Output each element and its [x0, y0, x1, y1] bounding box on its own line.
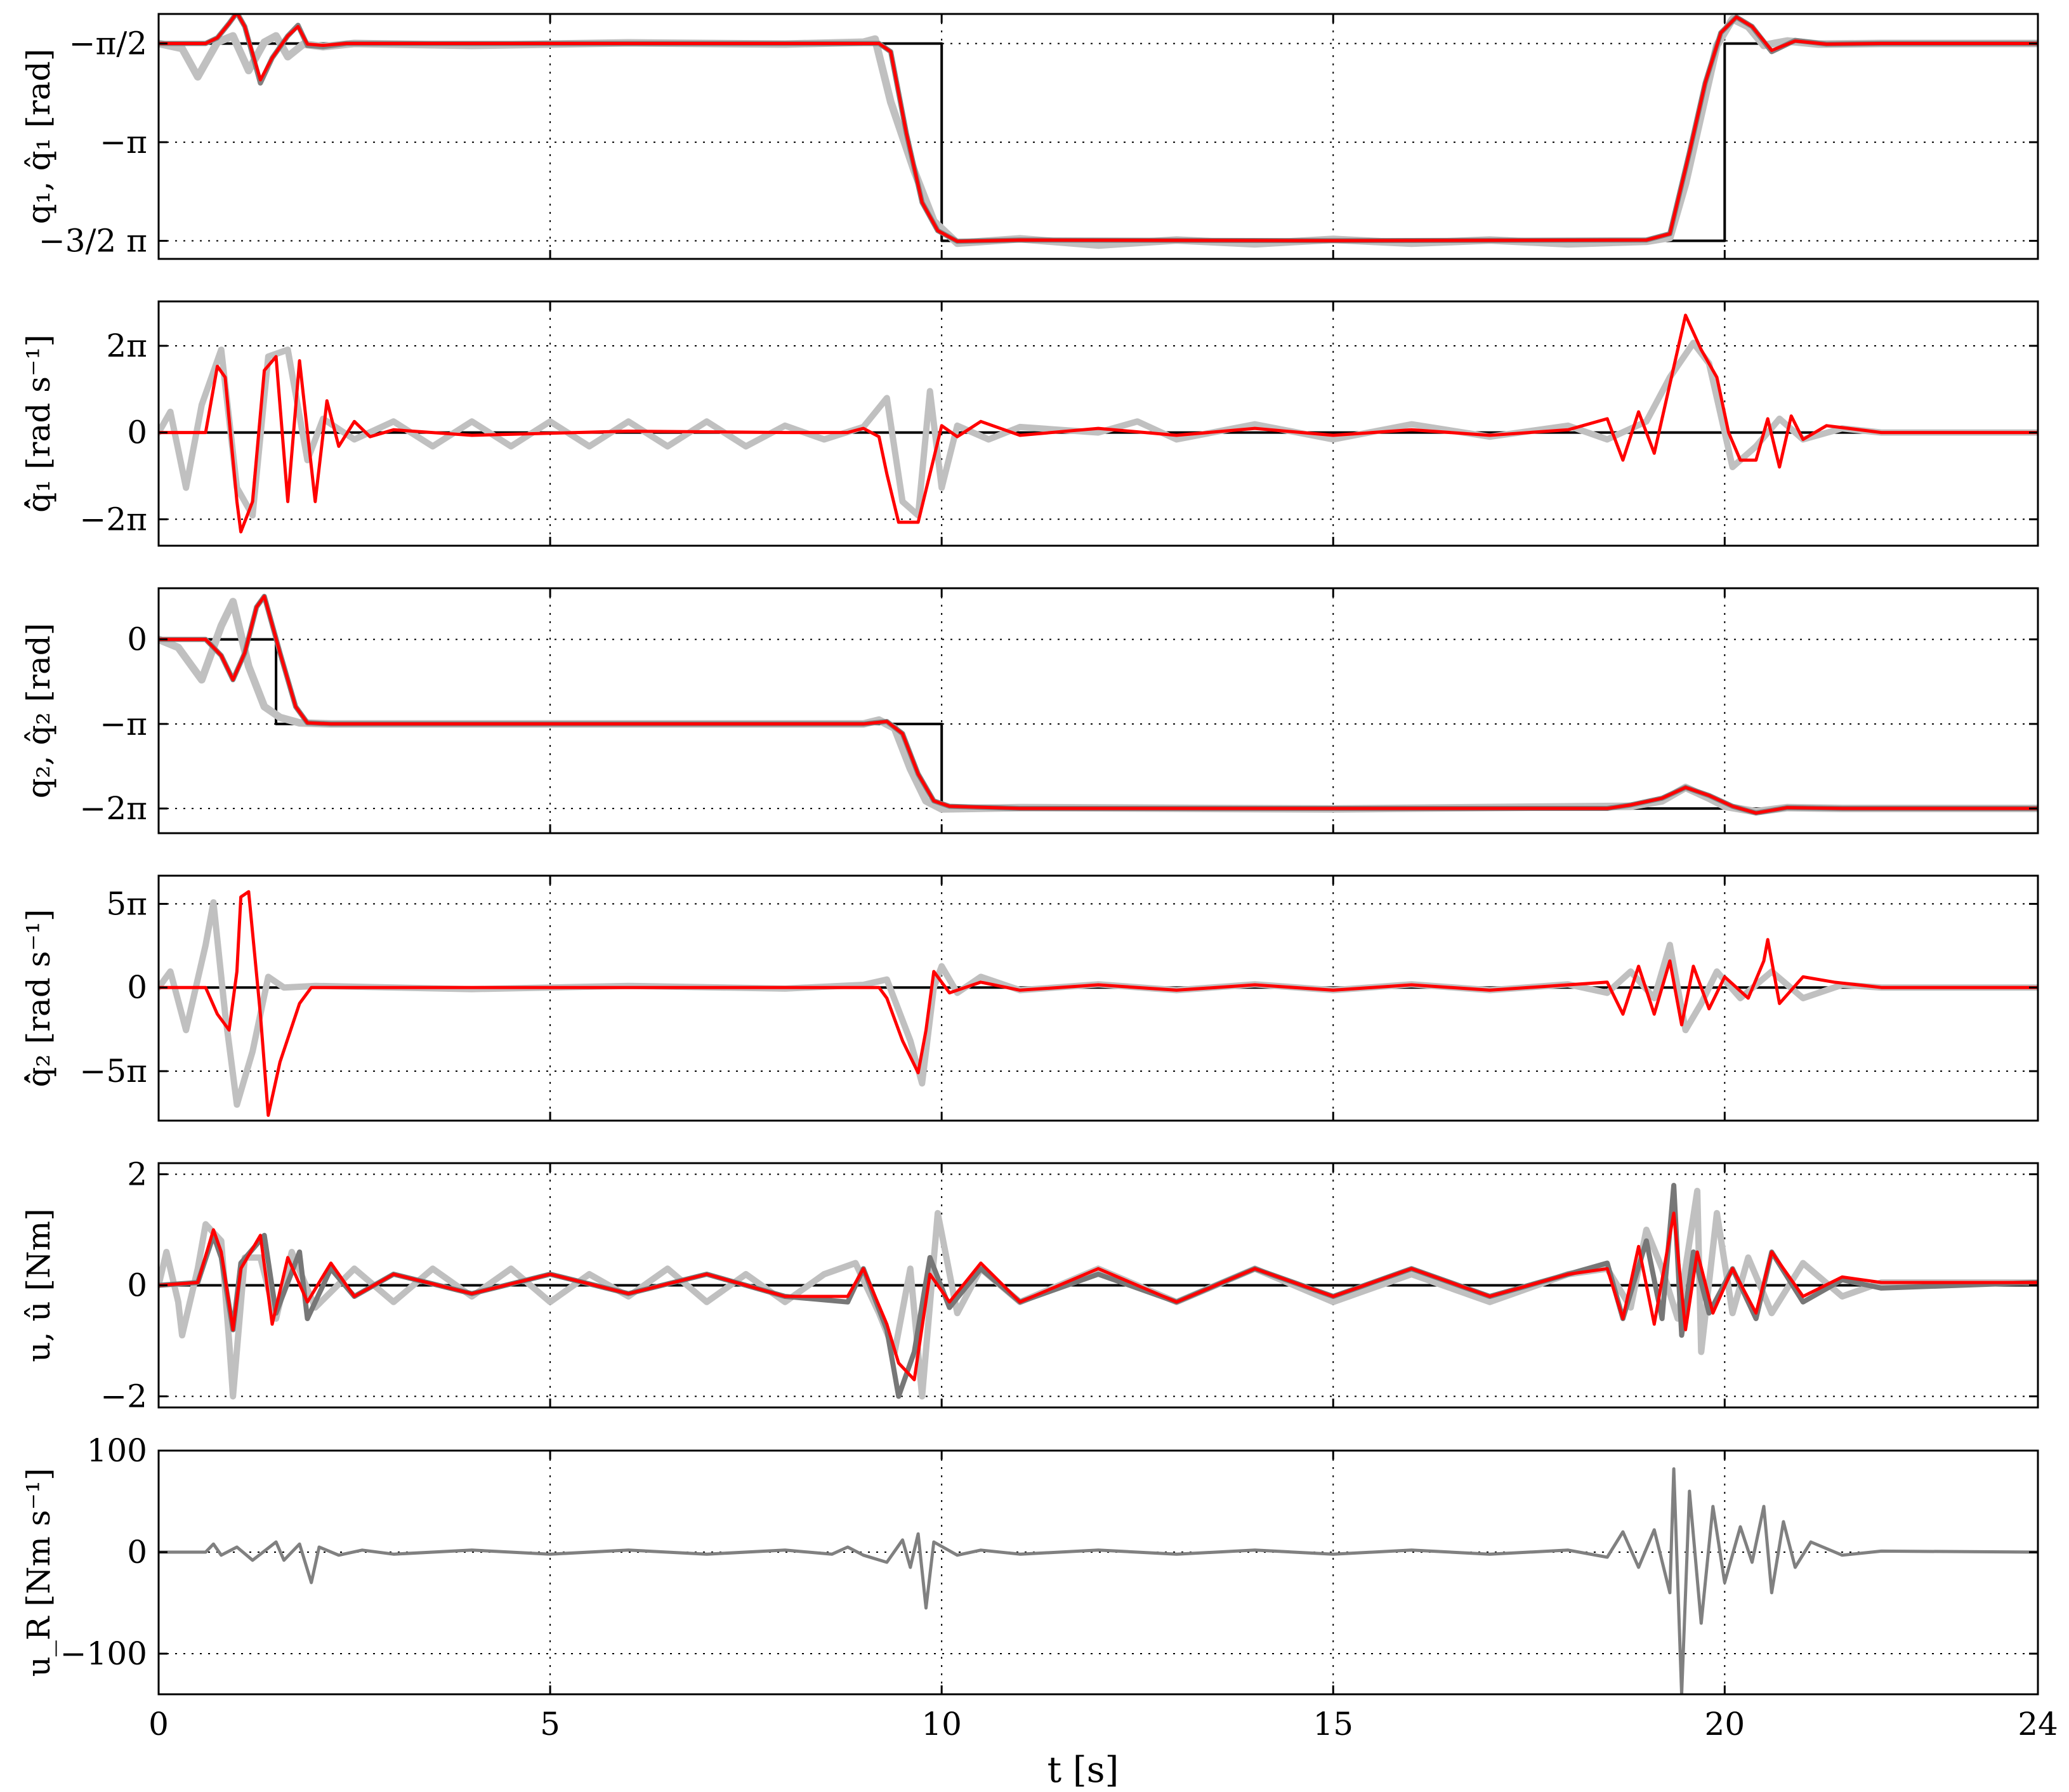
series-red-trace [159, 313, 2038, 534]
y-axis-label: q₁, q̂₁ [rad] [20, 49, 57, 225]
x-tick-label: 15 [1313, 1706, 1353, 1743]
y-tick-label: −2π [79, 501, 147, 537]
x-tick-label: 20 [1705, 1706, 1745, 1743]
y-tick-label: 100 [87, 1432, 147, 1469]
plot-frame [157, 874, 2039, 1122]
series-controller-rate [159, 1467, 2038, 1694]
y-tick-label: 0 [127, 1267, 147, 1304]
series-light-gray-trace [159, 339, 2038, 519]
series-group [159, 1467, 2038, 1694]
y-tick-label: 0 [127, 1534, 147, 1571]
series-group [159, 890, 2038, 1117]
series-red-trace [159, 890, 2038, 1117]
plot-frame [157, 587, 2039, 834]
y-tick-label: −π [100, 706, 147, 742]
plot-frame [157, 13, 2039, 260]
y-tick-label: 0 [127, 414, 147, 451]
series-dark-gray-trace [159, 1183, 2038, 1399]
y-tick-label: 0 [127, 969, 147, 1006]
y-tick-label: −5π [79, 1053, 147, 1090]
y-tick-label: −100 [60, 1635, 147, 1672]
panels-layer: −π/2 −π −3/2 πq₁, q̂₁ [rad] 2π 0 −2π q̂̇₁ [rad… [20, 13, 2039, 1696]
x-tick-label: 10 [921, 1706, 962, 1743]
panel-4: 5π 0 −5π q̂̇₂ [rad s⁻¹] [20, 874, 2039, 1122]
x-tick-labels: 0 5 10 15 20 24 [148, 1706, 2058, 1743]
x-tick-label: 24 [2018, 1706, 2058, 1743]
y-tick-label: −3/2 π [39, 223, 147, 260]
y-axis-label: q̂̇₂ [rad s⁻¹] [20, 909, 57, 1088]
series-group [159, 313, 2038, 534]
y-tick-label: −π/2 [69, 25, 147, 62]
x-tick-label: 5 [540, 1706, 560, 1743]
panel-2: 2π 0 −2π q̂̇₁ [rad s⁻¹] [20, 300, 2039, 547]
x-tick-label: 0 [148, 1706, 169, 1743]
panel-1: −π/2 −π −3/2 πq₁, q̂₁ [rad] [20, 13, 2039, 260]
y-axis-label: u, û [Nm] [20, 1208, 57, 1362]
y-tick-label: −2π [79, 790, 147, 827]
series-light-gray-trace [159, 598, 2038, 816]
y-axis-label: q̂̇₁ [rad s⁻¹] [20, 334, 57, 513]
series-group [159, 593, 2038, 816]
panel-5: 2 0 −2 u, û [Nm] [20, 1156, 2039, 1415]
y-tick-label: −π [100, 124, 147, 161]
y-tick-label: 5π [106, 885, 147, 922]
series-light-gray-trace [159, 15, 2038, 249]
y-tick-label: 2 [127, 1156, 147, 1193]
y-axis-label: u_R [Nm s⁻¹] [20, 1468, 57, 1677]
y-tick-label: 0 [127, 621, 147, 658]
series-red-trace [159, 1211, 2038, 1381]
series-red-trace [159, 595, 2038, 815]
y-axis-label: q₂, q̂₂ [rad] [20, 623, 57, 799]
panel-3: 0 −π −2π q₂, q̂₂ [rad] [20, 587, 2039, 834]
plot-frame [157, 1449, 2039, 1696]
series-light-gray-trace [159, 1187, 2038, 1400]
plot-frame [157, 300, 2039, 547]
series-group [159, 1183, 2038, 1400]
series-dark-gray-trace [159, 593, 2038, 816]
x-axis-title: t [s] [1048, 1749, 1119, 1791]
y-tick-label: 2π [106, 327, 147, 364]
series-group [159, 14, 2038, 249]
series-light-gray-trace [159, 899, 2038, 1108]
series-red-trace [159, 14, 2038, 243]
y-tick-label: −2 [100, 1378, 147, 1415]
